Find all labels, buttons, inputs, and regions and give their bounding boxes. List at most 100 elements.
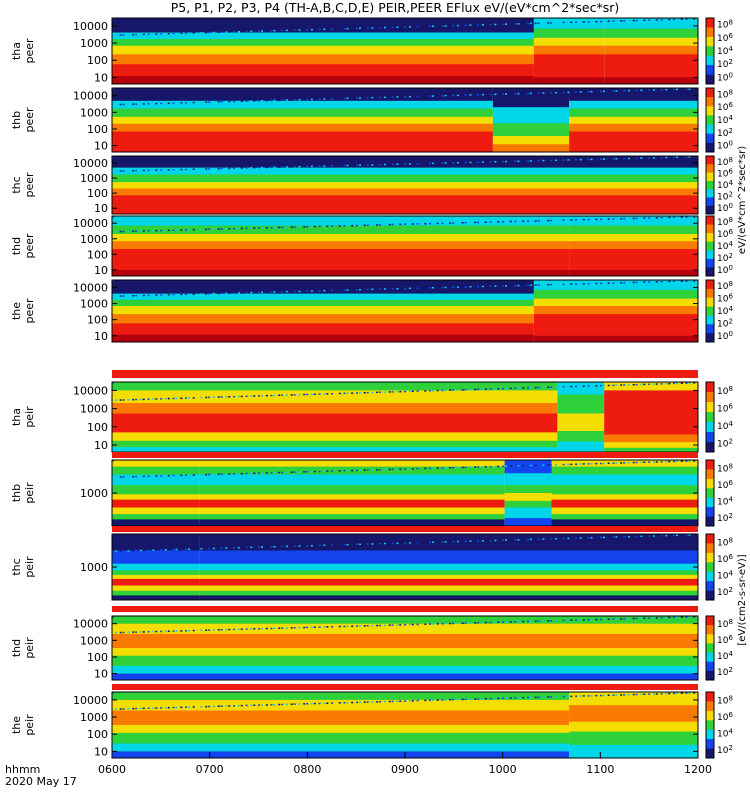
heatmap-speck <box>164 33 167 35</box>
heatmap-speck <box>562 91 565 94</box>
heatmap-speck <box>494 93 497 96</box>
heatmap-band <box>112 447 558 453</box>
heatmap-speck <box>603 384 605 387</box>
heatmap-speck <box>253 291 256 294</box>
heatmap-speck <box>371 27 374 29</box>
heatmap-speck <box>225 473 228 475</box>
heatmap-band <box>112 655 698 667</box>
heatmap-speck <box>436 25 439 27</box>
heatmap-speck <box>228 100 231 103</box>
x-tick-label: 1000 <box>489 763 517 776</box>
heatmap-speck <box>441 222 444 225</box>
heatmap-speck <box>600 536 602 539</box>
heatmap-speck <box>192 474 195 476</box>
colorbar-tick-label: 102 <box>717 666 733 678</box>
heatmap-speck <box>494 465 497 468</box>
heatmap-speck <box>278 166 281 168</box>
heatmap-speck <box>205 31 208 34</box>
heatmap-speck <box>237 31 240 33</box>
heatmap-speck <box>152 398 155 400</box>
heatmap-speck <box>665 88 668 91</box>
heatmap-speck <box>293 99 296 101</box>
heatmap-speck <box>298 703 301 705</box>
heatmap-speck <box>258 704 260 706</box>
heatmap-speck <box>582 695 585 697</box>
heatmap-speck <box>688 534 691 536</box>
heatmap-speck <box>338 544 341 546</box>
heatmap-speck <box>326 28 329 30</box>
colorbar-frame <box>705 381 715 453</box>
heatmap-speck <box>331 393 334 395</box>
heatmap-speck <box>529 220 532 222</box>
heatmap-speck <box>132 295 135 297</box>
heatmap-speck <box>623 20 626 22</box>
heatmap-band <box>551 499 698 508</box>
heatmap-band <box>492 123 570 137</box>
heatmap-band <box>551 466 698 475</box>
heatmap-speck <box>489 621 492 624</box>
heatmap-speck <box>200 706 203 708</box>
heatmap-speck <box>175 397 178 400</box>
heatmap-speck <box>310 28 313 31</box>
heatmap-band <box>112 225 570 235</box>
y-tick-label: 1000 <box>80 106 108 119</box>
heatmap-speck <box>456 222 459 224</box>
heatmap-speck <box>180 706 183 709</box>
heatmap-speck <box>522 464 525 467</box>
heatmap-speck <box>685 616 688 618</box>
heatmap-speck <box>517 23 520 25</box>
heatmap-speck <box>432 389 434 392</box>
heatmap-speck <box>212 396 215 398</box>
heatmap-speck <box>388 96 391 98</box>
heatmap-speck <box>338 702 341 704</box>
y-tick-label: 10000 <box>73 20 108 33</box>
heatmap-speck <box>408 287 411 290</box>
heatmap-speck <box>200 396 203 399</box>
heatmap-speck <box>615 536 618 538</box>
colorbar-swatch <box>706 233 714 243</box>
heatmap-speck <box>112 616 114 618</box>
heatmap-speck <box>567 537 570 540</box>
heatmap-speck <box>338 289 341 291</box>
heatmap-speck <box>615 218 618 220</box>
colorbar-swatch <box>706 250 714 260</box>
heatmap-speck <box>135 398 138 401</box>
heatmap-speck <box>383 224 386 226</box>
heatmap-speck <box>497 465 500 468</box>
date-label: 2020 May 17 <box>5 775 77 788</box>
colorbar-frame <box>705 87 715 153</box>
heatmap-speck <box>366 224 369 226</box>
heatmap-speck <box>167 706 170 709</box>
heatmap-band <box>604 77 698 85</box>
heatmap-speck <box>298 98 301 101</box>
heatmap-speck <box>278 471 281 474</box>
colorbar-swatch <box>706 661 714 672</box>
heatmap-speck <box>527 160 529 162</box>
heatmap-speck <box>383 468 386 471</box>
heatmap-band <box>112 699 570 711</box>
heatmap-speck <box>132 549 135 552</box>
heatmap-speck <box>114 170 117 172</box>
gap-bar <box>112 606 698 612</box>
heatmap-speck <box>285 471 288 474</box>
heatmap-speck <box>318 393 321 395</box>
heatmap-speck <box>542 464 545 466</box>
heatmap-band <box>199 570 698 576</box>
heatmap-speck <box>388 542 391 545</box>
heatmap-speck <box>306 545 309 547</box>
heatmap-speck <box>477 161 480 163</box>
heatmap-speck <box>371 543 374 545</box>
heatmap-speck <box>160 229 163 232</box>
heatmap-band <box>112 574 200 580</box>
heatmap-speck <box>293 290 296 293</box>
heatmap-band <box>112 390 558 404</box>
heatmap-speck <box>114 295 117 297</box>
heatmap-band <box>504 507 552 519</box>
heatmap-speck <box>469 388 472 391</box>
heatmap-speck <box>351 469 354 472</box>
heatmap-speck <box>411 542 414 544</box>
heatmap-speck <box>429 25 431 28</box>
heatmap-speck <box>612 158 615 160</box>
heatmap-speck <box>489 465 492 468</box>
